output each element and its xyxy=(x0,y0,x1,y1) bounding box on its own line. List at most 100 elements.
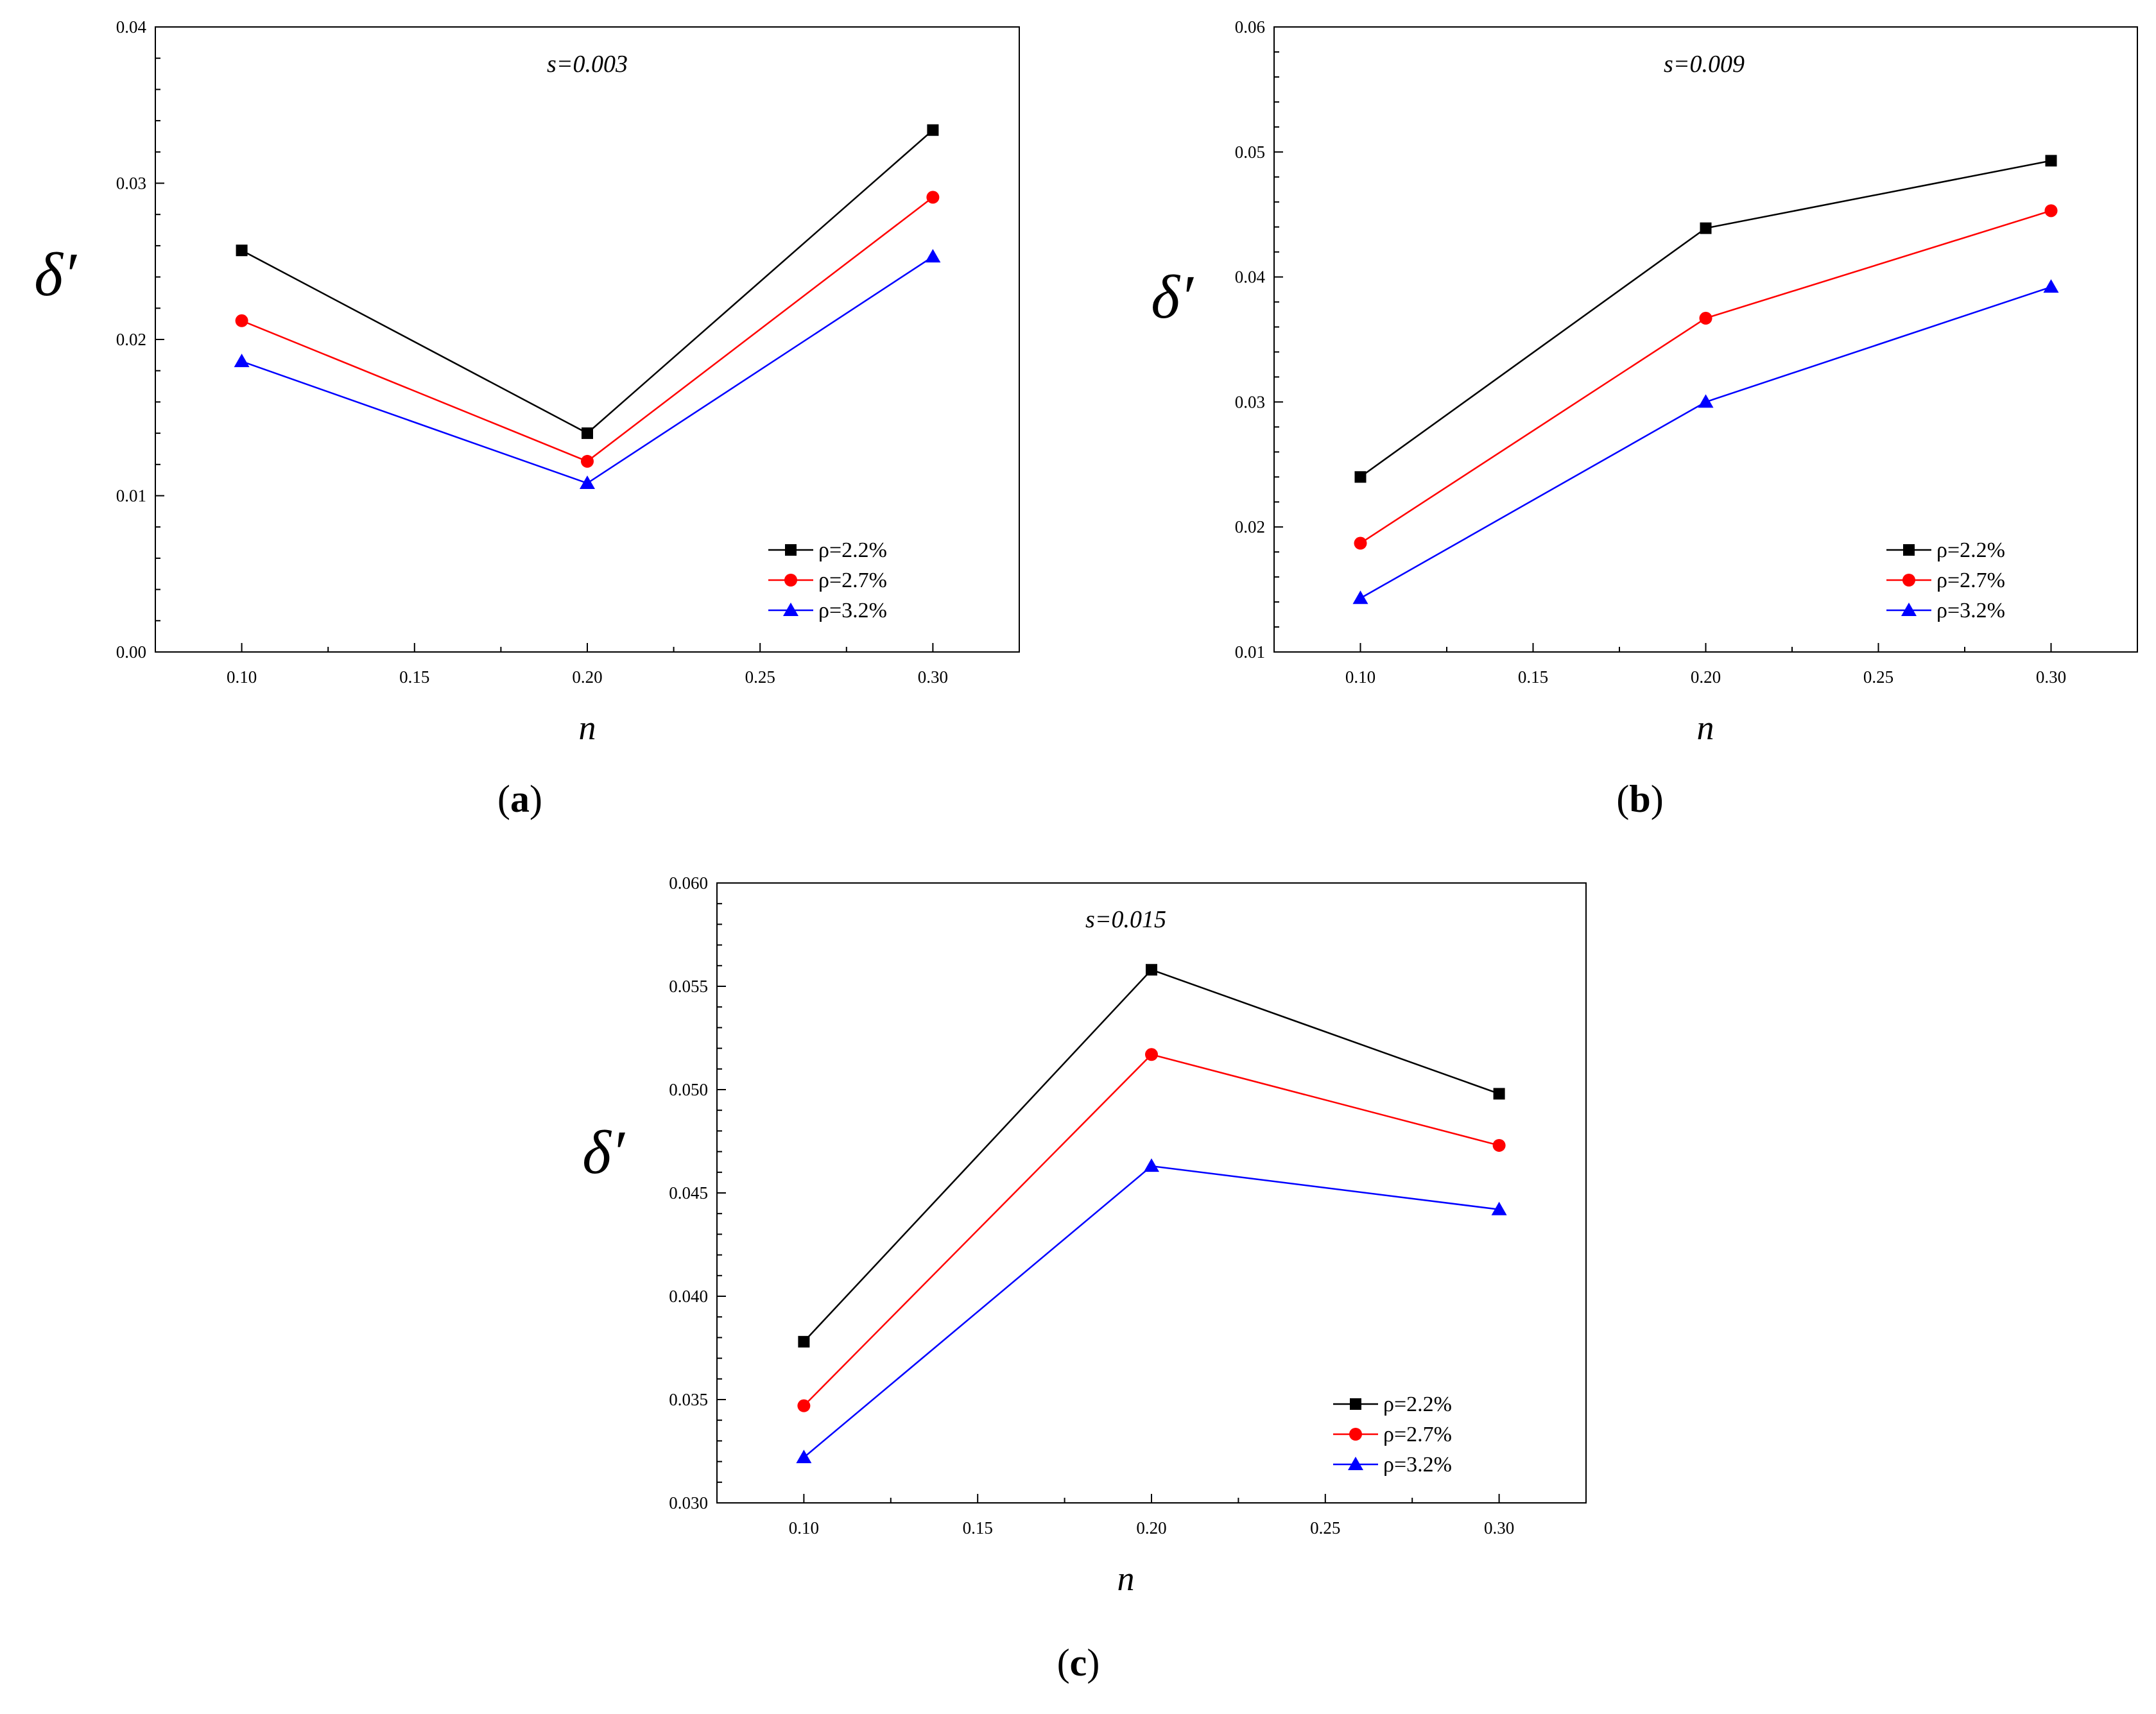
x-tick-label: 0.30 xyxy=(918,667,948,687)
data-point xyxy=(1146,964,1157,976)
series-line-1 xyxy=(803,968,1500,1342)
data-point xyxy=(1492,1138,1506,1152)
y-tick-label: 0.03 xyxy=(116,174,146,193)
panel-label: (a) xyxy=(497,778,542,820)
legend-marker xyxy=(1903,544,1915,556)
legend-entry: ρ=2.2% xyxy=(1936,538,2005,562)
legend-entry: ρ=3.2% xyxy=(818,599,887,622)
x-tick-label: 0.15 xyxy=(1518,667,1548,687)
x-tick-label: 0.20 xyxy=(572,667,602,687)
data-point xyxy=(1354,536,1367,550)
y-tick-label: 0.01 xyxy=(1235,642,1265,662)
x-tick-label: 0.25 xyxy=(1863,667,1893,687)
legend-marker xyxy=(1348,1457,1363,1470)
data-point xyxy=(234,354,250,368)
x-axis-title: n xyxy=(1117,1559,1135,1598)
data-point xyxy=(797,1399,811,1412)
series-line-1 xyxy=(241,129,934,434)
legend-entry: ρ=2.2% xyxy=(1383,1393,1452,1416)
data-point xyxy=(1491,1201,1507,1215)
chart-panel-b: 0.01 0.02 0.03 0.04 0.05 0.06 0.10 0.15 0.20 0.25… xyxy=(1151,17,2138,820)
y-tick-label: 0.050 xyxy=(669,1080,708,1099)
chart-panel-c: 0.030 0.035 0.040 0.045 0.050 0.055 0.060 0.10 0… xyxy=(582,873,1587,1684)
y-tick-label: 0.00 xyxy=(116,642,146,662)
data-point xyxy=(1699,311,1712,325)
x-tick-label: 0.20 xyxy=(1136,1518,1166,1538)
x-tick-label: 0.15 xyxy=(399,667,429,687)
plot-frame xyxy=(155,26,1020,653)
legend-marker xyxy=(785,544,797,556)
y-tick-label: 0.045 xyxy=(669,1183,708,1203)
data-point xyxy=(925,248,941,262)
data-point xyxy=(1698,394,1714,408)
legend-entry: ρ=2.2% xyxy=(818,538,887,562)
series-line-2 xyxy=(1359,210,2051,544)
data-point xyxy=(1493,1088,1505,1100)
data-point xyxy=(235,314,248,327)
y-tick-label: 0.055 xyxy=(669,977,708,996)
legend-entry: ρ=2.7% xyxy=(1383,1423,1452,1446)
plot-frame xyxy=(1273,26,2138,653)
y-tick-label: 0.06 xyxy=(1235,17,1265,37)
legend-marker xyxy=(1350,1398,1361,1410)
x-tick-label: 0.30 xyxy=(2036,667,2066,687)
legend-marker xyxy=(1902,574,1915,587)
x-tick-label: 0.15 xyxy=(963,1518,993,1538)
y-tick-label: 0.060 xyxy=(669,873,708,893)
y-axis-title: δ′ xyxy=(34,240,78,309)
x-axis-title: n xyxy=(1697,708,1714,747)
plot-frame xyxy=(716,882,1587,1504)
data-point xyxy=(581,454,594,468)
legend-marker xyxy=(783,603,798,616)
x-tick-label: 0.25 xyxy=(1310,1518,1340,1538)
x-tick-label: 0.10 xyxy=(227,667,257,687)
data-point xyxy=(2045,155,2057,167)
y-tick-label: 0.02 xyxy=(1235,517,1265,536)
data-point xyxy=(798,1335,810,1348)
data-point xyxy=(1700,222,1712,234)
y-axis-title: δ′ xyxy=(1151,262,1194,331)
data-point xyxy=(2044,204,2058,218)
legend-marker xyxy=(1901,603,1917,616)
data-point xyxy=(582,427,593,440)
x-tick-label: 0.25 xyxy=(745,667,775,687)
y-tick-label: 0.04 xyxy=(116,17,147,37)
legend-entry: ρ=2.7% xyxy=(1936,569,2005,592)
data-point xyxy=(2043,279,2059,293)
panel-label: (b) xyxy=(1616,778,1663,820)
y-tick-label: 0.030 xyxy=(669,1493,708,1513)
chart-panel-a: 0.00 0.01 0.02 0.03 0.04 0.10 0.15 0.20 0.25 0.30… xyxy=(34,17,1020,820)
data-point xyxy=(796,1450,812,1464)
x-tick-label: 0.10 xyxy=(789,1518,819,1538)
data-point xyxy=(926,191,940,204)
panel-label: (c) xyxy=(1057,1641,1100,1684)
y-tick-label: 0.04 xyxy=(1235,268,1266,287)
data-point xyxy=(1354,471,1367,483)
x-tick-label: 0.20 xyxy=(1691,667,1721,687)
data-point xyxy=(927,124,939,136)
legend-marker xyxy=(784,574,797,587)
legend-entry: ρ=3.2% xyxy=(1383,1453,1452,1477)
y-tick-label: 0.02 xyxy=(116,330,146,349)
legend-entry: ρ=3.2% xyxy=(1936,599,2005,622)
legend-entry: ρ=2.7% xyxy=(818,569,887,592)
data-point xyxy=(1352,590,1368,604)
y-tick-label: 0.040 xyxy=(669,1287,708,1306)
x-axis-title: n xyxy=(579,708,596,747)
annotation-label: s=0.003 xyxy=(547,51,628,78)
y-tick-label: 0.03 xyxy=(1235,392,1265,411)
data-point xyxy=(580,476,595,490)
x-tick-label: 0.30 xyxy=(1484,1518,1514,1538)
series-line-3 xyxy=(241,255,934,484)
annotation-label: s=0.015 xyxy=(1085,906,1166,933)
y-axis-title: δ′ xyxy=(582,1118,626,1187)
series-line-2 xyxy=(241,196,934,463)
annotation-label: s=0.009 xyxy=(1664,51,1745,78)
y-tick-label: 0.05 xyxy=(1235,142,1265,162)
legend-marker xyxy=(1349,1428,1362,1441)
y-tick-label: 0.01 xyxy=(116,486,146,506)
data-point xyxy=(236,244,248,257)
x-tick-label: 0.10 xyxy=(1345,667,1376,687)
y-tick-label: 0.035 xyxy=(669,1390,708,1409)
